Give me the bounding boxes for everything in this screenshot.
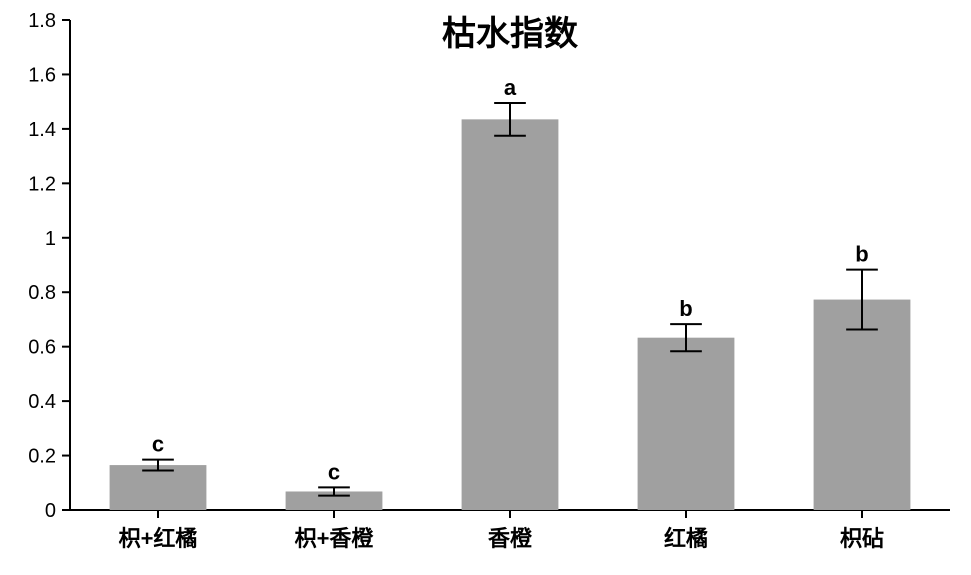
significance-label: a	[504, 75, 517, 100]
y-tick-label: 1.2	[28, 173, 56, 195]
x-category-label: 枳砧	[840, 526, 884, 551]
y-tick-label: 1.8	[28, 10, 56, 32]
y-tick-label: 0	[45, 500, 56, 522]
y-tick-label: 1.6	[28, 64, 56, 86]
chart-title: 枯水指数	[442, 15, 578, 53]
y-tick-label: 0.2	[28, 446, 56, 468]
significance-label: c	[152, 432, 164, 457]
significance-label: c	[328, 459, 340, 484]
bar-chart: 枯水指数 0 0.2 0.4 0.6 0.8 1 1.2 1.4 1.6 1.8 c 枳+红橘 c 枳+香橙…	[0, 0, 971, 575]
bar	[462, 119, 559, 510]
y-tick-label: 1.4	[28, 119, 56, 141]
x-category-label: 枳+香橙	[295, 526, 375, 551]
y-tick-label: 0.6	[28, 337, 56, 359]
x-category-label: 红橘	[664, 526, 708, 551]
chart-container: 枯水指数 0 0.2 0.4 0.6 0.8 1 1.2 1.4 1.6 1.8 c 枳+红橘 c 枳+香橙…	[0, 0, 971, 575]
x-category-label: 枳+红橘	[119, 526, 198, 551]
y-tick-label: 0.4	[28, 391, 56, 413]
x-category-label: 香橙	[488, 526, 533, 551]
bar	[638, 338, 735, 510]
y-tick-label: 0.8	[28, 282, 56, 304]
significance-label: b	[679, 296, 692, 321]
bar	[814, 300, 911, 510]
significance-label: b	[855, 242, 868, 267]
bar	[110, 465, 207, 510]
y-tick-label: 1	[45, 228, 56, 250]
